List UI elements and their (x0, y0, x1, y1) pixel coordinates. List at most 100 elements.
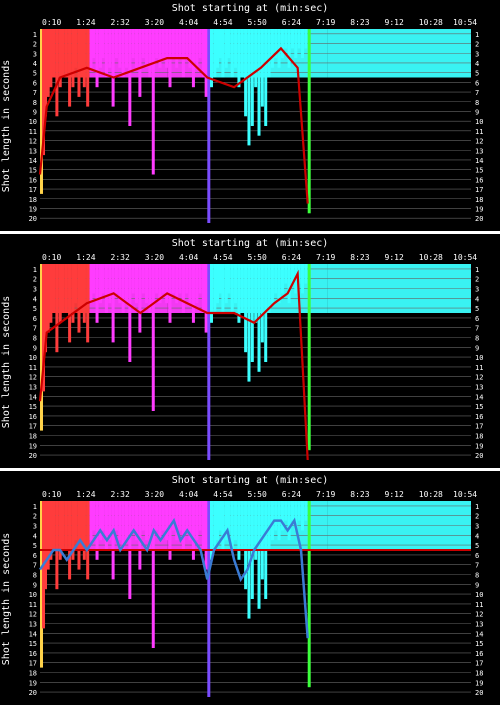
shot-bar (77, 264, 81, 333)
y-tick-label-right: 6 (475, 315, 479, 323)
shot-bar (95, 264, 99, 323)
y-tick-label-right: 10 (475, 591, 483, 599)
shot-bar (128, 29, 132, 126)
shot-bar (254, 29, 258, 88)
shot-bar (270, 501, 274, 541)
shot-bar (64, 501, 68, 550)
shot-bar (121, 264, 125, 313)
y-axis-label: Shot length in seconds (1, 296, 12, 428)
shot-bar (267, 29, 271, 78)
shot-bar (52, 29, 56, 78)
y-tick-label: 14 (29, 630, 37, 638)
y-tick-label: 12 (29, 374, 37, 382)
moving-average-line (38, 517, 309, 639)
y-tick-label-right: 20 (475, 452, 483, 460)
x-tick-label: 8:23 (350, 18, 369, 27)
shot-bar (124, 29, 128, 68)
shot-bar (230, 501, 234, 550)
shot-bar (158, 264, 162, 304)
shot-bar (274, 29, 278, 59)
shot-bar (213, 29, 217, 78)
shot-bar (46, 264, 50, 333)
shot-bar (155, 264, 159, 294)
shot-bar (145, 501, 149, 541)
shot-bar (171, 29, 175, 59)
shot-bar (224, 264, 228, 304)
shot-bar (145, 29, 149, 68)
shot-bar (304, 501, 308, 521)
y-tick-label: 6 (33, 552, 37, 560)
shot-bar (135, 501, 139, 541)
y-tick-label-right: 12 (475, 138, 483, 146)
shot-bar (49, 29, 53, 88)
shot-bar (216, 29, 220, 68)
shot-bar (294, 29, 298, 59)
y-tick-label-right: 17 (475, 423, 483, 431)
shot-bar (240, 29, 244, 78)
shot-bar (44, 501, 48, 590)
x-tick-label: 1:24 (76, 253, 95, 262)
shot-bar (307, 264, 311, 451)
x-tick-label: 9:12 (385, 490, 404, 499)
shot-bar (131, 29, 135, 59)
y-tick-label-right: 9 (475, 581, 479, 589)
shot-bar (287, 501, 291, 541)
shot-bar (247, 29, 251, 146)
shot-bar (280, 29, 284, 59)
shot-bar (307, 29, 311, 214)
y-tick-label: 9 (33, 108, 37, 116)
shot-bar (40, 264, 43, 431)
shot-bar (141, 29, 145, 59)
shot-bar (114, 264, 118, 294)
shot-bar (207, 501, 211, 697)
shot-bar (227, 501, 231, 531)
shot-bar (277, 264, 281, 304)
shot-bar (118, 501, 122, 541)
shot-bar (58, 264, 62, 323)
x-tick-label: 4:54 (213, 18, 232, 27)
x-tick-label: 4:04 (179, 253, 198, 262)
y-tick-label: 10 (29, 118, 37, 126)
y-tick-label: 9 (33, 581, 37, 589)
shot-bar (247, 501, 251, 619)
y-tick-label: 8 (33, 99, 37, 107)
shot-bar (181, 29, 185, 78)
shot-bar (108, 29, 112, 68)
y-tick-label-right: 5 (475, 70, 479, 78)
shot-bar (240, 501, 244, 550)
y-tick-label-right: 7 (475, 89, 479, 97)
shot-bar (204, 264, 208, 333)
shot-bar (111, 29, 115, 107)
shot-bar (287, 264, 291, 304)
shot-bar (224, 29, 228, 68)
y-tick-label-right: 1 (475, 503, 479, 511)
y-tick-label: 6 (33, 79, 37, 87)
y-tick-label: 5 (33, 305, 37, 313)
shot-bar (301, 29, 305, 59)
shot-bar (89, 29, 93, 68)
shot-bar (121, 29, 125, 78)
shot-bar (135, 29, 139, 68)
shot-bar (267, 264, 271, 313)
shot-bar (86, 501, 90, 580)
y-tick-label: 12 (29, 138, 37, 146)
y-tick-label: 8 (33, 335, 37, 343)
shot-bar (64, 264, 68, 313)
y-tick-label: 5 (33, 70, 37, 78)
shot-bar (155, 501, 159, 531)
shot-bar (307, 501, 311, 688)
shot-bar (171, 501, 175, 531)
y-tick-label-right: 8 (475, 99, 479, 107)
shot-bar (181, 501, 185, 550)
y-tick-label: 4 (33, 295, 37, 303)
y-tick-label: 17 (29, 423, 37, 431)
y-tick-label: 19 (29, 205, 37, 213)
y-tick-label: 20 (29, 689, 37, 697)
shot-bar (209, 501, 213, 560)
shot-bar (201, 501, 205, 550)
x-tick-label: 7:19 (316, 490, 335, 499)
shot-bar (131, 501, 135, 531)
shot-bar (111, 264, 115, 343)
y-tick-label: 3 (33, 286, 37, 294)
shot-bar (40, 29, 43, 194)
